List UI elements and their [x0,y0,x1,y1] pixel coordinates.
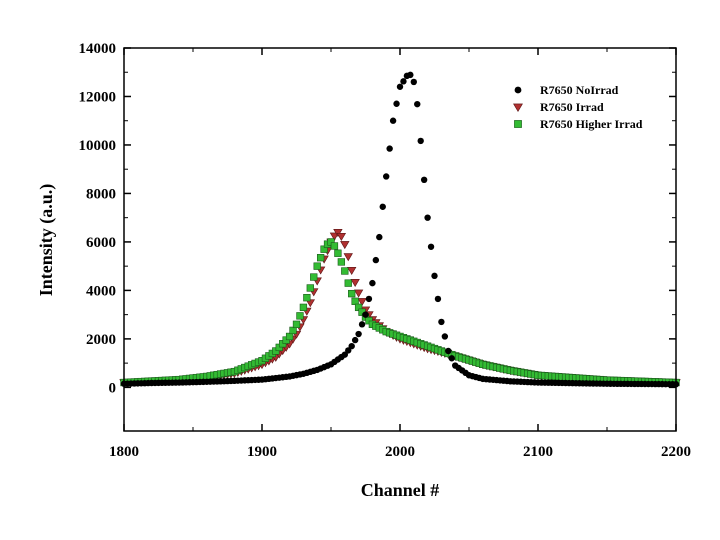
legend-label: R7650 Irrad [540,100,604,114]
series-r7650-higher-irrad-point [303,294,311,302]
series-r7650-noirrad-point [389,117,397,124]
series-r7650-noirrad-point [448,355,455,362]
series-r7650-noirrad-point [358,321,366,328]
series-r7650-noirrad-point [445,347,452,355]
y-axis-title: Intensity (a.u.) [36,184,57,297]
x-tick-label: 2200 [661,444,691,460]
series-r7650-noirrad-point [441,333,449,340]
x-tick-label: 1900 [247,444,277,460]
series-r7650-higher-irrad-point [285,332,294,341]
series-r7650-higher-irrad-point [330,242,339,250]
series-r7650-irrad-point [350,279,360,287]
series-r7650-noirrad-point [434,295,442,303]
series-r7650-noirrad-point [355,330,362,338]
series-r7650-noirrad-point [365,295,373,303]
legend-item: R7650 Higher Irrad [514,117,643,131]
series-r7650-irrad-point [336,233,347,242]
y-tick-label: 0 [109,380,117,396]
y-tick-label: 4000 [86,283,116,299]
legend-item: R7650 Irrad [513,100,604,114]
y-tick-label: 14000 [79,41,117,57]
series-r7650-noirrad-point [414,100,421,108]
x-tick-label: 2000 [385,444,415,460]
y-tick-label: 10000 [79,138,117,154]
x-tick-label: 1800 [109,444,139,460]
series-r7650-noirrad-point [420,176,428,184]
series-r7650-noirrad-point [341,351,348,358]
series-r7650-noirrad-point [393,100,400,107]
series-r7650-noirrad-point [369,279,376,287]
series-r7650-higher-irrad-point [299,303,308,312]
series-r7650-higher-irrad-point [306,284,314,292]
series-r7650-noirrad-point [372,256,380,264]
series-r7650-higher-irrad-point [348,289,356,298]
series-r7650-irrad-point [343,253,353,262]
x-tick-label: 2100 [523,444,553,460]
legend: R7650 NoIrrad R7650 Irrad R7650 Higher Irr… [513,83,643,131]
series-r7650-noirrad-point [383,173,390,180]
series-r7650-noirrad-point [410,78,417,86]
y-axis: 0 2000 4000 6000 8000 10000 12000 14000 [79,41,676,396]
series-r7650-noirrad-point [345,347,352,354]
legend-marker [514,120,522,128]
series-r7650-noirrad-point [396,83,404,90]
series-r7650-noirrad-point [351,336,359,344]
series-r7650-irrad-point [340,241,350,250]
legend-label: R7650 Higher Irrad [540,117,643,131]
y-tick-label: 2000 [86,332,116,348]
series-r7650-irrad-point [347,266,357,275]
series-r7650-higher-irrad-point [337,258,346,266]
series-r7650-noirrad-point [379,203,386,210]
y-tick-label: 12000 [79,89,117,105]
series-r7650-irrad-point [329,232,340,241]
y-tick-label: 6000 [86,235,116,251]
series-r7650-noirrad-point [438,318,445,326]
series-r7650-noirrad-point [362,311,369,318]
series-r7650-higher-irrad-point [310,273,318,281]
x-axis-title: Channel # [361,480,440,500]
series-r7650-noirrad-point [427,243,435,250]
y-tick-label: 8000 [86,186,116,202]
series-r7650-noirrad-point [348,342,355,350]
series-r7650-higher-irrad-point [313,262,321,270]
series-r7650-noirrad-point [386,145,393,152]
series-r7650-higher-irrad-point [292,320,301,329]
series-r7650-higher-irrad-point [334,249,342,257]
series-r7650-higher-irrad-point [351,297,359,305]
legend-item: R7650 NoIrrad [514,83,619,97]
plot-area [119,71,681,388]
series-r7650-higher-irrad-point [344,279,352,287]
series-r7650-noirrad-point [376,233,383,241]
series-r7650-noirrad-point [417,137,424,145]
legend-marker [513,103,523,113]
series-r7650-irrad-point [333,229,343,237]
series-r7650-higher-irrad-point [289,326,297,335]
series-r7650-noirrad-point [400,78,407,85]
series-r7650-higher-irrad-point [316,254,325,262]
legend-label: R7650 NoIrrad [540,83,619,97]
series-r7650-irrad-point [353,289,364,298]
x-axis: 1800 1900 2000 2100 2200 [109,48,691,460]
series-r7650-noirrad-point [431,272,438,280]
series-r7650-noirrad [120,71,680,388]
series-r7650-higher-irrad-point [341,267,349,275]
series-r7650-noirrad-point [424,214,431,221]
series-r7650-noirrad-point [407,71,414,79]
series-r7650-irrad-point [357,298,367,307]
legend-marker [514,86,522,94]
series-r7650-higher-irrad-point [296,312,304,320]
